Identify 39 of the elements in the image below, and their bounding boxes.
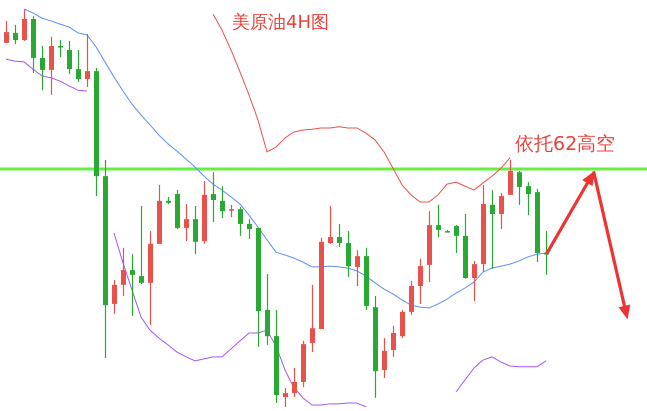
candlestick bbox=[121, 247, 126, 297]
candlestick bbox=[355, 250, 360, 287]
chart-title: 美原油4H图 bbox=[232, 11, 329, 34]
candlestick bbox=[85, 33, 90, 88]
candlestick bbox=[13, 24, 18, 45]
candlestick bbox=[193, 205, 198, 255]
ref-line-label: 依托62高空 bbox=[515, 132, 616, 157]
candlestick bbox=[67, 40, 72, 74]
candlestick bbox=[238, 206, 243, 236]
candlestick bbox=[310, 284, 315, 353]
candlestick bbox=[490, 189, 495, 270]
candlestick bbox=[283, 387, 288, 408]
candlestick bbox=[130, 254, 135, 316]
candlestick bbox=[499, 192, 504, 230]
candlestick bbox=[526, 182, 531, 216]
candlestick bbox=[418, 258, 423, 305]
candlestick bbox=[184, 203, 189, 242]
candlestick bbox=[112, 279, 117, 314]
candlestick bbox=[346, 230, 351, 278]
candlestick bbox=[472, 260, 477, 302]
candlestick bbox=[211, 172, 216, 223]
candlestick bbox=[292, 367, 297, 398]
candlestick bbox=[391, 325, 396, 358]
candlestick bbox=[4, 20, 9, 44]
candlestick bbox=[139, 205, 144, 285]
candlestick bbox=[454, 224, 459, 254]
candlestick bbox=[436, 204, 441, 238]
candlestick bbox=[58, 39, 63, 58]
candlestick bbox=[229, 204, 234, 218]
candlestick bbox=[328, 205, 333, 244]
candlestick bbox=[247, 218, 252, 240]
candlestick bbox=[76, 49, 81, 82]
candlestick bbox=[382, 338, 387, 379]
candlestick bbox=[337, 223, 342, 248]
candlestick bbox=[22, 8, 27, 42]
candlestick bbox=[517, 170, 522, 206]
candlestick bbox=[40, 45, 45, 91]
candlestick bbox=[220, 186, 225, 219]
candlestick bbox=[49, 36, 54, 96]
